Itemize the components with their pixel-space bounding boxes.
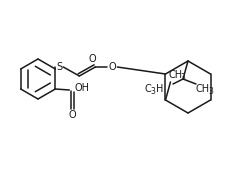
Text: O: O: [89, 54, 96, 64]
Text: H: H: [156, 84, 164, 94]
Text: 3: 3: [209, 88, 213, 96]
Text: O: O: [68, 110, 76, 120]
Text: 3: 3: [180, 74, 185, 82]
Text: 3: 3: [150, 88, 156, 96]
Text: S: S: [56, 62, 62, 72]
Text: OH: OH: [75, 83, 90, 93]
Text: C: C: [145, 84, 151, 94]
Text: CH: CH: [196, 84, 210, 94]
Text: O: O: [108, 62, 116, 72]
Text: CH: CH: [168, 70, 183, 80]
